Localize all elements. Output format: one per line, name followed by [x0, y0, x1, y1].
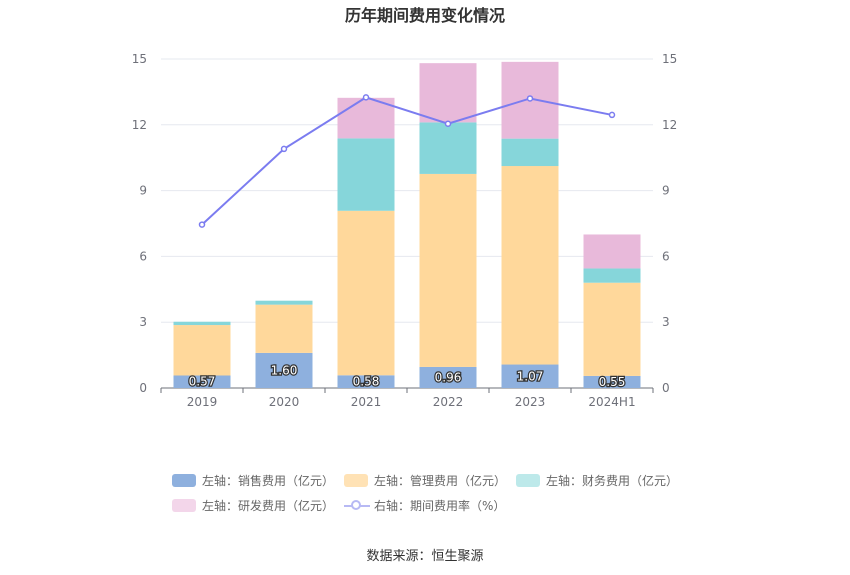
legend-label-admin: 左轴：管理费用（亿元） — [374, 474, 507, 488]
y-right-tick-label: 15 — [662, 52, 677, 66]
bar-segment-2 — [583, 268, 641, 283]
bar-segment-3 — [337, 97, 395, 139]
bar-segment-1 — [255, 304, 313, 353]
y-left-tick-label: 0 — [139, 381, 147, 395]
x-tick-label: 2021 — [351, 395, 382, 409]
bar-data-label: 1.07 — [517, 369, 544, 383]
bar-segment-2 — [337, 138, 395, 211]
bar-segment-3 — [583, 234, 641, 269]
bar-segment-2 — [255, 300, 313, 305]
x-tick-label: 2019 — [187, 395, 218, 409]
y-right-tick-label: 3 — [662, 315, 670, 329]
line-point — [362, 94, 370, 101]
y-left-tick-label: 9 — [139, 184, 147, 198]
data-source: 数据来源：恒生聚源 — [366, 549, 484, 564]
line-series-expense-rate — [201, 96, 613, 226]
bar-segment-0 — [419, 366, 477, 388]
legend-label-rd: 左轴：研发费用（亿元） — [202, 499, 335, 513]
legend-item-rd[interactable]: 左轴：研发费用（亿元） — [172, 497, 334, 514]
legend-label-expense-rate: 右轴：期间费用率（%） — [374, 499, 506, 513]
bar-segment-0 — [337, 375, 395, 388]
bar-segment-0 — [255, 352, 313, 388]
x-tick-label: 2020 — [269, 395, 300, 409]
bar-segment-0 — [583, 375, 641, 388]
legend-label-sales: 左轴：销售费用（亿元） — [202, 474, 335, 488]
y-left-tick-label: 12 — [132, 118, 147, 132]
bar-data-label: 0.57 — [189, 375, 216, 389]
legend-swatch-finance — [516, 474, 540, 487]
x-tick-label: 2023 — [515, 395, 546, 409]
bar-segment-1 — [419, 173, 477, 367]
y-right-tick-label: 0 — [662, 381, 670, 395]
line-point — [526, 95, 534, 102]
chart-title: 历年期间费用变化情况 — [344, 6, 505, 25]
bar-data-label: 0.55 — [599, 375, 626, 389]
legend-line-icon — [344, 499, 370, 513]
bar-segment-0 — [173, 375, 231, 388]
bar-data-label: 1.60 — [271, 363, 298, 377]
y-left-tick-label: 3 — [139, 315, 147, 329]
bar-segment-1 — [337, 210, 395, 376]
legend-swatch-admin — [344, 474, 368, 487]
bar-segment-1 — [501, 166, 559, 365]
x-tick-label: 2022 — [433, 395, 464, 409]
legend-swatch-rd — [172, 499, 196, 512]
bar-segment-2 — [173, 321, 231, 326]
y-left-tick-label: 15 — [132, 52, 147, 66]
bar-segment-2 — [419, 122, 477, 174]
legend-label-finance: 左轴：财务费用（亿元） — [546, 474, 679, 488]
line-point — [608, 111, 616, 119]
y-right-tick-label: 12 — [662, 118, 677, 132]
y-right-tick-label: 9 — [662, 184, 670, 198]
bar-segment-1 — [173, 325, 231, 376]
bar-segment-3 — [419, 63, 477, 123]
y-left-tick-label: 6 — [139, 249, 147, 263]
bar-data-label: 0.96 — [435, 370, 462, 384]
y-right-tick-label: 6 — [662, 249, 670, 263]
line-point — [280, 145, 288, 153]
legend-item-finance[interactable]: 左轴：财务费用（亿元） — [516, 472, 678, 489]
bar-data-label: 0.58 — [353, 375, 380, 389]
x-tick-label: 2024H1 — [588, 395, 635, 409]
line-point — [444, 120, 452, 127]
bar-segment-1 — [583, 282, 641, 376]
legend-swatch-sales — [172, 474, 196, 487]
legend-item-expense-rate[interactable]: 右轴：期间费用率（%） — [344, 497, 505, 514]
legend-item-sales[interactable]: 左轴：销售费用（亿元） — [172, 472, 334, 489]
legend-item-admin[interactable]: 左轴：管理费用（亿元） — [344, 472, 506, 489]
line-point — [198, 221, 206, 228]
bar-segment-0 — [501, 364, 559, 388]
bar-segment-2 — [501, 138, 559, 167]
